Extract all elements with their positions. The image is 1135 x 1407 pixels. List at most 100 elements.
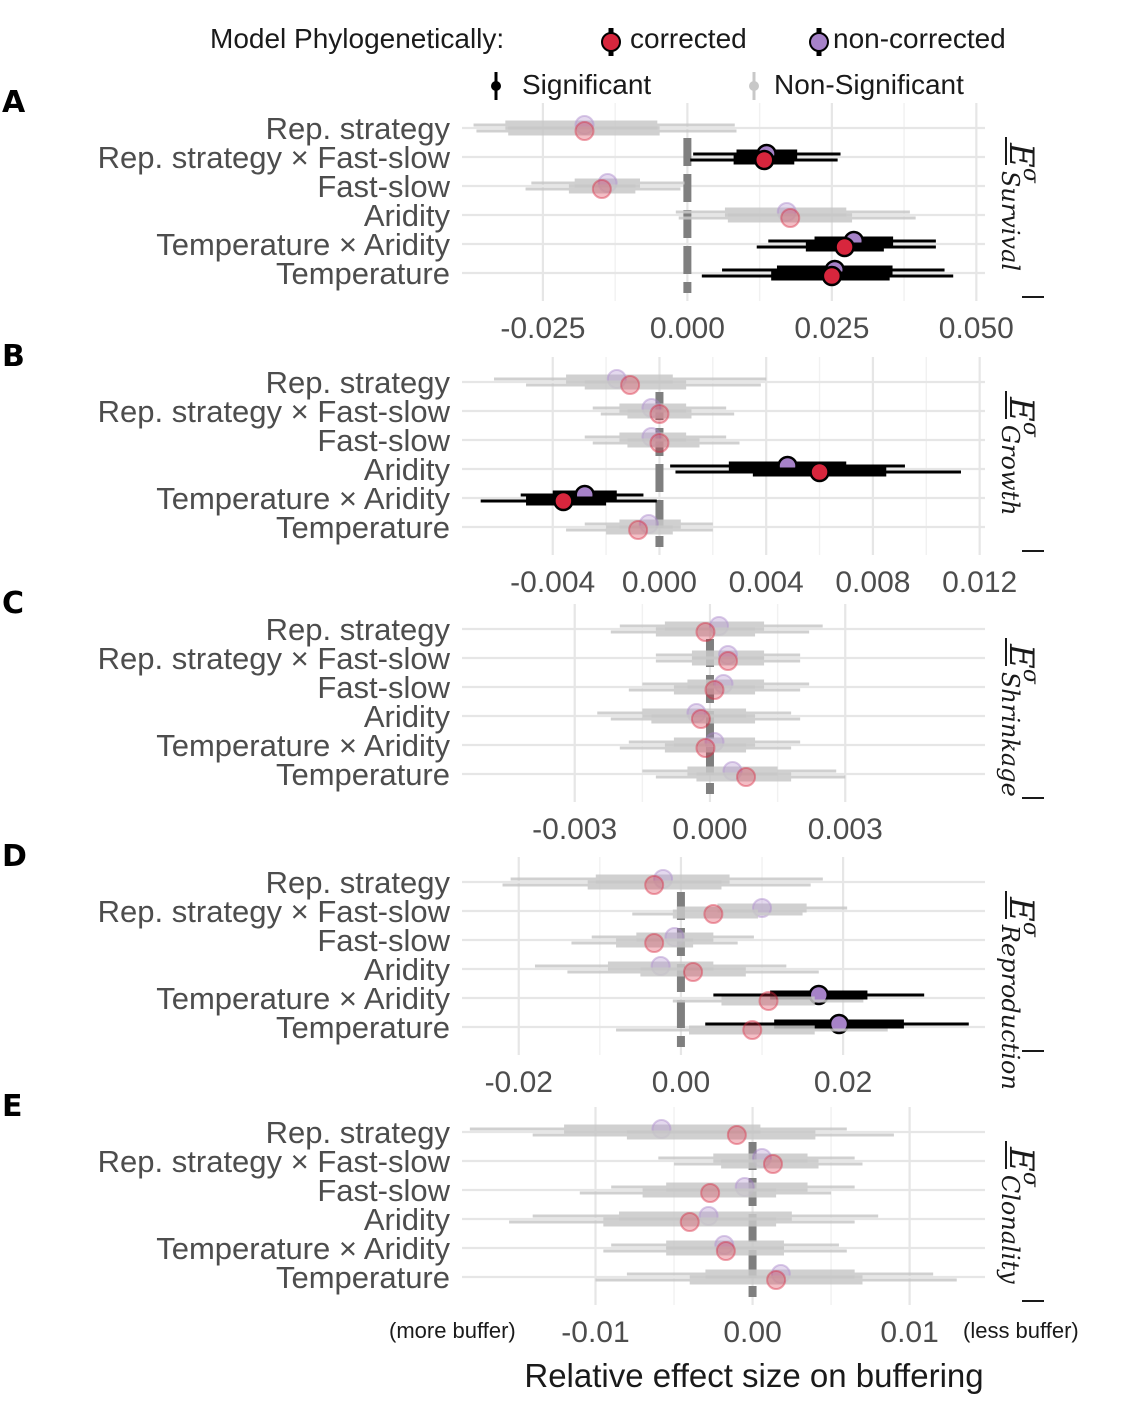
corrected-estimate — [678, 208, 916, 228]
x-tick-label: 0.003 — [808, 813, 883, 846]
point-estimate — [742, 1020, 763, 1040]
legend-title: Model Phylogenetically: — [210, 23, 504, 54]
corrected-estimate — [480, 490, 657, 512]
row-label: Rep. strategy — [266, 1115, 451, 1150]
strip-sup: σ — [1018, 1172, 1043, 1188]
point-estimate — [644, 875, 665, 895]
row-label: Temperature — [276, 1260, 450, 1295]
row-label: Fast-slow — [317, 923, 450, 958]
row: Temperature × Aridity — [156, 728, 801, 763]
row-label: Rep. strategy — [266, 111, 451, 146]
corrected-estimate — [566, 520, 713, 540]
legend-key-significant — [491, 72, 501, 100]
row: Rep. strategy — [266, 865, 823, 900]
point-estimate — [726, 1125, 747, 1145]
panel-label: C — [2, 586, 24, 621]
corrected-estimate — [592, 433, 740, 453]
point-estimate — [821, 265, 843, 287]
panel-label: E — [2, 1089, 23, 1124]
point-estimate — [695, 738, 716, 758]
legend: Model Phylogenetically: corrected non-co… — [210, 23, 1006, 100]
row-label: Temperature × Aridity — [156, 728, 450, 763]
legend-label-significant: Significant — [522, 69, 651, 100]
row-label: Fast-slow — [317, 670, 450, 705]
point-estimate — [753, 149, 775, 171]
row-label: Aridity — [364, 699, 451, 734]
row-label: Aridity — [364, 1202, 451, 1237]
row-label: Rep. strategy × Fast-slow — [98, 894, 451, 929]
strip-sup: σ — [1018, 168, 1043, 184]
point-estimate — [758, 991, 779, 1011]
point-estimate — [704, 680, 725, 700]
row-label: Aridity — [364, 198, 451, 233]
corrected-estimate — [610, 622, 810, 642]
row: Rep. strategy × Fast-slow — [98, 140, 841, 175]
row: Aridity — [364, 699, 801, 734]
corrected-estimate — [526, 375, 761, 395]
strip-base: E — [1001, 896, 1041, 922]
strip-base: E — [1001, 396, 1041, 422]
row: Fast-slow — [317, 670, 810, 705]
panel-label: A — [2, 85, 26, 120]
legend-key-corrected — [601, 28, 621, 56]
row: Fast-slow — [317, 169, 685, 204]
row: Temperature — [276, 1260, 957, 1295]
point-estimate — [766, 1270, 787, 1290]
point-estimate — [736, 767, 757, 787]
row-label: Rep. strategy — [266, 365, 451, 400]
legend-label-noncorrected: non-corrected — [833, 23, 1006, 54]
row-label: Temperature × Aridity — [156, 981, 450, 1016]
row: Rep. strategy × Fast-slow — [98, 641, 801, 676]
strip-label: EσReproduction — [996, 896, 1043, 1090]
legend-key-nonsignificant — [749, 72, 759, 100]
corrected-estimate — [655, 767, 846, 787]
row: Temperature — [276, 510, 713, 545]
strip-sub: Reproduction — [996, 924, 1024, 1090]
x-tick-label: 0.01 — [880, 1316, 938, 1349]
row: Rep. strategy — [266, 365, 767, 400]
row: Temperature × Aridity — [156, 981, 925, 1016]
x-axis-title: Relative effect size on buffering — [524, 1357, 983, 1394]
corrected-estimate — [603, 1241, 847, 1261]
corrected-estimate — [675, 461, 961, 483]
corrected-estimate — [579, 1183, 832, 1203]
corrected-estimate — [476, 121, 737, 141]
point-estimate — [700, 1183, 721, 1203]
x-tick-label: 0.000 — [622, 566, 697, 599]
x-tick-label: 0.000 — [650, 312, 725, 345]
corrected-estimate — [610, 709, 801, 729]
strip-base: E — [1001, 142, 1041, 168]
noncorrected-estimate — [658, 1148, 855, 1168]
noncorrected-estimate — [584, 514, 713, 534]
corrected-estimate — [690, 149, 838, 171]
panel-label: B — [2, 339, 25, 374]
point-estimate — [683, 962, 704, 982]
corrected-estimate — [632, 904, 803, 924]
point-estimate — [780, 208, 801, 228]
corrected-estimate — [571, 933, 738, 953]
row-label: Rep. strategy × Fast-slow — [98, 394, 451, 429]
row: Rep. strategy — [266, 1115, 894, 1150]
strip-label: EσClonality — [996, 1146, 1043, 1284]
corrected-estimate — [674, 1154, 863, 1174]
corrected-estimate — [655, 651, 801, 671]
row-label: Aridity — [364, 452, 451, 487]
point-estimate — [695, 622, 716, 642]
legend-label-nonsignificant: Non-Significant — [774, 69, 964, 100]
corrected-estimate — [616, 1020, 888, 1040]
x-tick-label: 0.008 — [835, 566, 910, 599]
point-estimate — [690, 709, 711, 729]
strip-sup: σ — [1018, 669, 1043, 685]
row-label: Rep. strategy × Fast-slow — [98, 140, 451, 175]
point-estimate — [591, 179, 612, 199]
x-tick-label: -0.01 — [561, 1316, 629, 1349]
row-label: Temperature × Aridity — [156, 1231, 450, 1266]
corrected-estimate — [509, 1212, 855, 1232]
row: Aridity — [364, 452, 961, 487]
corrected-estimate — [672, 991, 864, 1011]
row: Rep. strategy — [266, 612, 823, 647]
row: Aridity — [364, 1202, 879, 1237]
